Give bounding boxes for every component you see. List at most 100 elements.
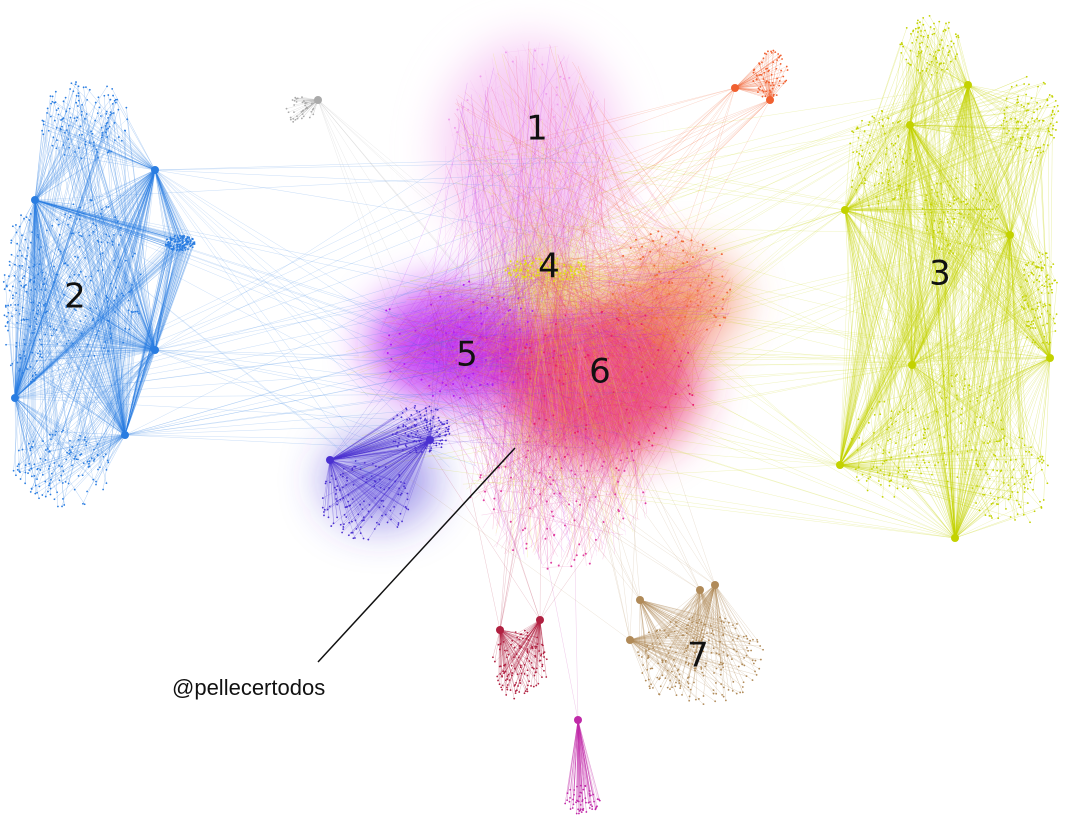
edge	[1009, 234, 1025, 515]
node	[84, 143, 87, 146]
edge	[18, 434, 126, 451]
edge	[639, 599, 739, 637]
edge	[967, 84, 1029, 105]
edge	[35, 169, 156, 290]
node	[46, 107, 49, 110]
edge	[639, 599, 690, 701]
edge	[909, 110, 1027, 126]
edge	[909, 124, 958, 400]
edge	[1032, 357, 1051, 490]
edge	[902, 46, 1011, 236]
edge	[120, 169, 156, 236]
node	[101, 131, 104, 134]
node	[35, 318, 38, 321]
edge	[844, 209, 969, 215]
node	[65, 110, 68, 113]
edge	[14, 145, 94, 399]
edge	[931, 74, 956, 539]
edge	[947, 234, 1011, 417]
edge	[20, 214, 156, 351]
node	[184, 248, 187, 251]
edge	[77, 257, 156, 351]
edge	[911, 364, 992, 517]
edge	[34, 199, 64, 472]
edge	[30, 169, 156, 449]
edge	[50, 349, 156, 480]
edge	[75, 102, 126, 436]
edge	[32, 352, 126, 436]
edge	[954, 134, 1029, 539]
edge	[35, 169, 156, 378]
edge	[68, 139, 126, 436]
edge	[7, 305, 16, 399]
edge	[911, 203, 968, 366]
edge	[19, 349, 156, 372]
edge	[108, 308, 126, 436]
edge	[921, 357, 1051, 453]
edge	[61, 169, 156, 507]
edge	[967, 84, 1050, 285]
edge	[14, 263, 65, 399]
edge	[593, 234, 1011, 391]
node	[56, 273, 59, 276]
edge	[74, 118, 126, 436]
node	[22, 350, 25, 353]
edge	[14, 397, 35, 465]
edge	[15, 169, 156, 306]
edge	[844, 209, 905, 477]
edge	[34, 199, 36, 476]
edge	[10, 199, 36, 243]
edge	[154, 169, 193, 240]
edge	[629, 639, 693, 665]
edge	[900, 84, 969, 122]
edge	[629, 635, 683, 641]
node	[44, 495, 47, 498]
edge	[870, 164, 913, 366]
edge	[1004, 117, 1011, 236]
edge	[14, 397, 40, 499]
edge	[844, 58, 937, 211]
edge	[954, 219, 992, 539]
edge	[954, 137, 1029, 539]
edge	[154, 169, 351, 430]
edge	[898, 364, 913, 468]
edge	[14, 118, 75, 399]
edge	[911, 364, 1020, 505]
edge	[967, 84, 1043, 271]
edge	[956, 199, 1011, 236]
edge	[560, 124, 911, 331]
edge	[911, 302, 1038, 366]
edge	[34, 91, 74, 201]
edge	[639, 599, 696, 671]
edge	[124, 244, 194, 436]
edge	[882, 364, 913, 454]
edge	[14, 248, 175, 399]
edge	[74, 434, 126, 490]
edge	[629, 639, 703, 673]
edge	[34, 199, 191, 247]
edge	[909, 124, 978, 465]
edge	[14, 332, 35, 399]
edge	[154, 169, 181, 242]
edge	[91, 200, 156, 351]
edge	[659, 584, 716, 645]
edge	[34, 199, 51, 495]
edge	[629, 639, 671, 681]
edge	[873, 84, 969, 468]
edge	[27, 319, 156, 351]
edge	[1024, 269, 1051, 359]
edge	[898, 234, 1011, 473]
edge	[53, 137, 156, 351]
edge	[844, 209, 993, 211]
edge	[980, 357, 1051, 396]
edge	[34, 199, 73, 466]
edge	[895, 156, 956, 539]
edge	[1049, 282, 1058, 359]
edge	[909, 124, 1026, 281]
edge	[639, 599, 736, 629]
edge	[839, 464, 1009, 500]
edge	[14, 237, 190, 399]
edge	[869, 153, 956, 539]
edge	[34, 136, 108, 201]
edge	[19, 250, 126, 436]
